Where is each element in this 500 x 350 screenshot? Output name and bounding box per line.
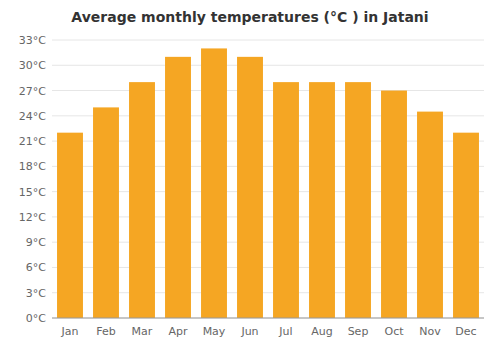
bar	[93, 107, 119, 318]
grid-line	[52, 318, 484, 319]
x-tick-label: Nov	[419, 325, 441, 338]
x-tick-label: Jul	[278, 325, 292, 338]
y-tick-label: 0°C	[26, 312, 46, 325]
x-axis-line	[52, 318, 484, 319]
bar	[237, 57, 263, 318]
x-tick-label: Apr	[168, 325, 188, 338]
x-tick-label: Oct	[384, 325, 404, 338]
x-tick-label: Mar	[132, 325, 153, 338]
chart: Average monthly temperatures (°C ) in Ja…	[0, 0, 500, 350]
x-tick-label: Aug	[311, 325, 332, 338]
bars	[57, 48, 479, 318]
chart-container: Average monthly temperatures (°C ) in Ja…	[0, 0, 500, 350]
grid-line	[52, 40, 484, 41]
y-tick-label: 6°C	[26, 261, 46, 274]
bar	[57, 133, 83, 318]
y-tick-label: 24°C	[19, 110, 46, 123]
y-axis: 0°C 3°C 6°C 9°C 12°C 15°C 18°C 21°C 24°C 27°C 30°C…	[19, 34, 484, 325]
bar	[381, 91, 407, 318]
y-tick-label: 12°C	[19, 211, 46, 224]
y-tick-label: 15°C	[19, 186, 46, 199]
bar	[309, 82, 335, 318]
y-tick-label: 21°C	[19, 135, 46, 148]
x-tick-label: May	[203, 325, 226, 338]
x-axis: Jan Feb Mar Apr May Jun Jul Aug Sep Oct Nov Dec	[52, 318, 484, 338]
bar	[165, 57, 191, 318]
bar	[201, 48, 227, 318]
x-tick-label: Jun	[240, 325, 258, 338]
y-tick-label: 3°C	[26, 287, 46, 300]
x-tick-label: Dec	[455, 325, 476, 338]
grid-line	[52, 65, 484, 66]
x-tick-label: Sep	[348, 325, 369, 338]
y-tick-label: 27°C	[19, 85, 46, 98]
bar	[345, 82, 371, 318]
bar	[453, 133, 479, 318]
bar	[129, 82, 155, 318]
bar	[417, 112, 443, 318]
y-tick-label: 30°C	[19, 59, 46, 72]
x-tick-label: Feb	[96, 325, 115, 338]
bar	[273, 82, 299, 318]
y-tick-label: 33°C	[19, 34, 46, 47]
x-tick-label: Jan	[61, 325, 79, 338]
title: Average monthly temperatures (°C ) in Ja…	[71, 9, 428, 25]
grid-line	[52, 90, 484, 91]
y-tick-label: 18°C	[19, 160, 46, 173]
y-tick-label: 9°C	[26, 236, 46, 249]
